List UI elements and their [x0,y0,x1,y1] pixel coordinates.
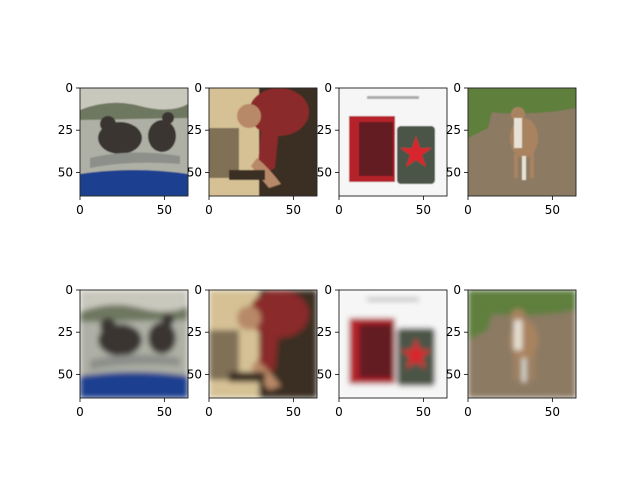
y-tick-label: 50 [317,165,332,179]
subplot-image [209,290,317,398]
y-tick-label: 0 [65,283,73,297]
y-tick-label: 25 [317,123,332,137]
x-tick-label: 50 [545,405,560,419]
subplot-r2c4: 0 50 0 25 50 [446,283,577,419]
x-tick-label: 50 [545,203,560,217]
y-tick-label: 50 [187,367,202,381]
y-tick-label: 25 [58,325,73,339]
subplot-r1c3: 0 50 0 25 50 [317,81,448,217]
y-tick-label: 0 [324,81,332,95]
y-tick-label: 50 [446,165,461,179]
x-tick-label: 0 [76,405,84,419]
subplot-image [468,290,576,398]
y-tick-label: 0 [453,283,461,297]
y-tick-label: 0 [194,283,202,297]
axes-frame [208,87,318,197]
y-tick-label: 25 [187,325,202,339]
x-tick-label: 0 [205,203,213,217]
axes-frame [467,87,577,197]
x-tick-label: 0 [76,203,84,217]
y-tick-label: 0 [194,81,202,95]
y-tick-label: 0 [324,283,332,297]
y-tick-label: 0 [453,81,461,95]
subplot-image [468,88,576,196]
axes-frame [208,289,318,399]
x-tick-label: 50 [416,405,431,419]
subplot-image [209,88,317,196]
x-tick-label: 50 [286,203,301,217]
x-tick-label: 50 [157,203,172,217]
y-tick-label: 50 [58,367,73,381]
subplot-image [339,88,447,196]
axes-frame [79,289,189,399]
axes-frame [338,289,448,399]
axes-frame [79,87,189,197]
y-tick-label: 50 [187,165,202,179]
subplot-image [80,290,188,398]
y-tick-label: 25 [58,123,73,137]
x-tick-label: 0 [464,405,472,419]
y-tick-label: 25 [446,123,461,137]
subplot-r2c3: 0 50 0 25 50 [317,283,448,419]
x-tick-label: 0 [335,203,343,217]
x-tick-label: 0 [205,405,213,419]
y-tick-label: 50 [446,367,461,381]
axes-frame [338,87,448,197]
x-tick-label: 0 [335,405,343,419]
x-tick-label: 0 [464,203,472,217]
subplot-r1c2: 0 50 0 25 50 [187,81,318,217]
y-tick-label: 50 [317,367,332,381]
y-tick-label: 25 [446,325,461,339]
subplot-r1c4: 0 50 0 25 50 [446,81,577,217]
x-tick-label: 50 [416,203,431,217]
x-tick-label: 50 [157,405,172,419]
x-tick-label: 50 [286,405,301,419]
subplot-image [80,88,188,196]
subplot-r1c1: 0 50 0 25 50 [58,81,189,217]
subplot-r2c2: 0 50 0 25 50 [187,283,318,419]
y-tick-label: 25 [187,123,202,137]
y-tick-label: 0 [65,81,73,95]
subplot-image [339,290,447,398]
y-tick-label: 25 [317,325,332,339]
axes-frame [467,289,577,399]
subplot-r2c1: 0 50 0 25 50 [58,283,189,419]
y-tick-label: 50 [58,165,73,179]
